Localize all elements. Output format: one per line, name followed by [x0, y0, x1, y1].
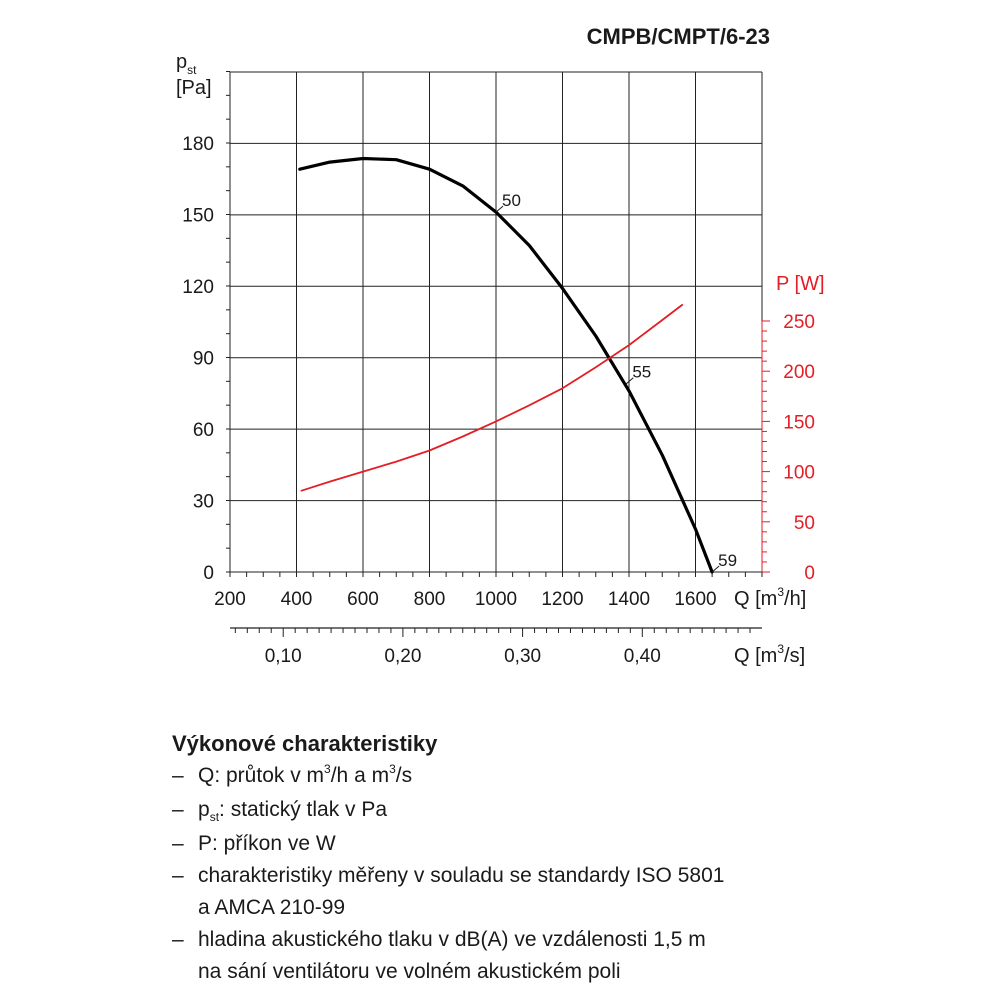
- y-left-tick-label: 150: [182, 206, 214, 227]
- grid: [229, 71, 763, 573]
- x2-label-post: /s]: [784, 645, 805, 667]
- annotation-label: 59: [718, 551, 737, 570]
- x2-tick-label: 0,30: [504, 646, 541, 667]
- y-left-tick-label: 90: [193, 349, 214, 370]
- y-right-tick-label: 0: [804, 563, 815, 584]
- y-left-axis-label: pst: [176, 51, 197, 77]
- x2-tick-label: 0,10: [265, 646, 302, 667]
- x-tick-label: 1200: [541, 589, 583, 610]
- description-item-standards: charakteristiky měřeny v souladu se stan…: [172, 860, 724, 924]
- power-curve: [300, 304, 684, 492]
- performance-chart: CMPB/CMPT/6-23 pst [Pa] P [W] 0306090120…: [176, 24, 825, 667]
- series: [298, 156, 714, 574]
- annotation-leader: [495, 205, 504, 213]
- description-item-flow: Q: průtok v m3/h a m3/s: [172, 760, 724, 794]
- annotations: 50 55 59: [495, 191, 737, 573]
- description-item-static-pressure: pst: statický tlak v Pa: [172, 794, 724, 828]
- x2-tick-label: 0,40: [624, 646, 661, 667]
- y-left-subscript: st: [187, 63, 197, 77]
- y-right-tick-label: 50: [794, 513, 815, 534]
- y-right-tick-label: 100: [783, 463, 815, 484]
- x-label-pre: Q [m: [734, 588, 777, 610]
- x-tick-label: 1600: [674, 589, 716, 610]
- annotation-label: 55: [632, 363, 651, 382]
- description-title: Výkonové charakteristiky: [172, 731, 438, 756]
- chart-title: CMPB/CMPT/6-23: [587, 24, 770, 49]
- annotation-leader: [626, 377, 634, 385]
- x2-label-pre: Q [m: [734, 645, 777, 667]
- y-right-tick-label: 250: [783, 312, 815, 333]
- y-left-tick-label: 180: [182, 134, 214, 155]
- x-tick-label: 800: [414, 589, 446, 610]
- y-left-symbol: p: [176, 51, 187, 73]
- y-left-tick-label: 60: [193, 420, 214, 441]
- description-item-power: P: příkon ve W: [172, 828, 724, 860]
- x2-label-sup: 3: [777, 642, 784, 656]
- tick-labels: 0 30 60 90 120 150 180 0 50 100 150 200 250 200 400 600…: [182, 134, 815, 667]
- x-label-post: /h]: [784, 588, 806, 610]
- description-list: Q: průtok v m3/h a m3/s pst: statický tl…: [172, 760, 724, 988]
- y-right-axis-label: P [W]: [776, 273, 825, 295]
- annotation-leader: [711, 565, 720, 573]
- x-axis-label-m3h: Q [m3/h]: [734, 585, 806, 610]
- x-tick-label: 600: [347, 589, 379, 610]
- x2-axis-label-m3s: Q [m3/s]: [734, 642, 805, 667]
- y-right-tick-label: 150: [783, 412, 815, 433]
- y-left-unit: [Pa]: [176, 77, 212, 99]
- y-left-tick-label: 120: [182, 277, 214, 298]
- x-label-sup: 3: [777, 585, 784, 599]
- x-tick-label: 1000: [475, 589, 517, 610]
- y-right-tick-label: 200: [783, 362, 815, 383]
- x-tick-label: 1400: [608, 589, 650, 610]
- x-tick-label: 200: [214, 589, 246, 610]
- axes: [226, 71, 770, 637]
- x2-tick-label: 0,20: [384, 646, 421, 667]
- annotation-label: 50: [502, 191, 521, 210]
- y-left-tick-label: 30: [193, 492, 214, 513]
- description-item-noise: hladina akustického tlaku v dB(A) ve vzd…: [172, 924, 724, 988]
- y-left-tick-label: 0: [203, 563, 214, 584]
- description-block: Výkonové charakteristiky Q: průtok v m3/…: [172, 728, 724, 988]
- pressure-curve: [298, 156, 714, 574]
- x-tick-label: 400: [281, 589, 313, 610]
